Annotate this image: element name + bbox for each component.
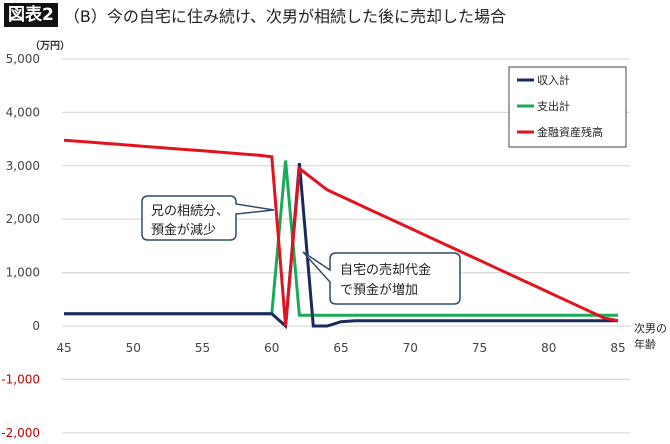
callout-right-text: 自宅の売却代金 <box>340 262 431 278</box>
legend-label: 支出計 <box>537 99 570 113</box>
callout-left <box>141 195 275 241</box>
x-tick-label: 65 <box>333 341 348 355</box>
x-tick-label: 50 <box>126 341 141 355</box>
legend-label: 金融資産残高 <box>537 125 603 139</box>
x-tick-label: 70 <box>403 341 418 355</box>
x-axis-label: 年齢 <box>634 337 656 351</box>
figure-badge: 図表2 <box>4 3 58 27</box>
x-tick-label: 75 <box>472 341 487 355</box>
y-tick-label: -2,000 <box>1 426 40 440</box>
x-tick-label: 45 <box>56 341 71 355</box>
chart-title: （B）今の自宅に住み続け、次男が相続した後に売却した場合 <box>63 7 507 26</box>
x-tick-label: 85 <box>610 341 625 355</box>
callout-right-text: で預金が増加 <box>340 282 418 298</box>
series-line-income <box>64 162 618 330</box>
y-tick-label: 4,000 <box>6 105 40 119</box>
y-tick-label: 1,000 <box>6 266 40 280</box>
y-tick-label: -1,000 <box>1 372 40 386</box>
x-tick-label: 80 <box>541 341 556 355</box>
y-tick-label: 5,000 <box>6 52 40 66</box>
x-tick-label: 60 <box>264 341 279 355</box>
y-unit-label: （万円） <box>30 39 70 52</box>
x-tick-label: 55 <box>195 341 210 355</box>
callout-left-text: 預金が減少 <box>151 222 216 238</box>
y-tick-label: 0 <box>32 319 40 333</box>
callout-left-text: 兄の相続分、 <box>151 204 229 219</box>
chart-title-row: 図表2 （B）今の自宅に住み続け、次男が相続した後に売却した場合 <box>4 3 506 27</box>
x-axis-label: 次男の <box>634 321 667 335</box>
y-tick-label: 3,000 <box>6 159 40 173</box>
series-line-assets <box>63 138 619 327</box>
y-tick-label: 2,000 <box>6 212 40 226</box>
legend-label: 収入計 <box>537 73 570 87</box>
callout-right <box>302 251 461 305</box>
